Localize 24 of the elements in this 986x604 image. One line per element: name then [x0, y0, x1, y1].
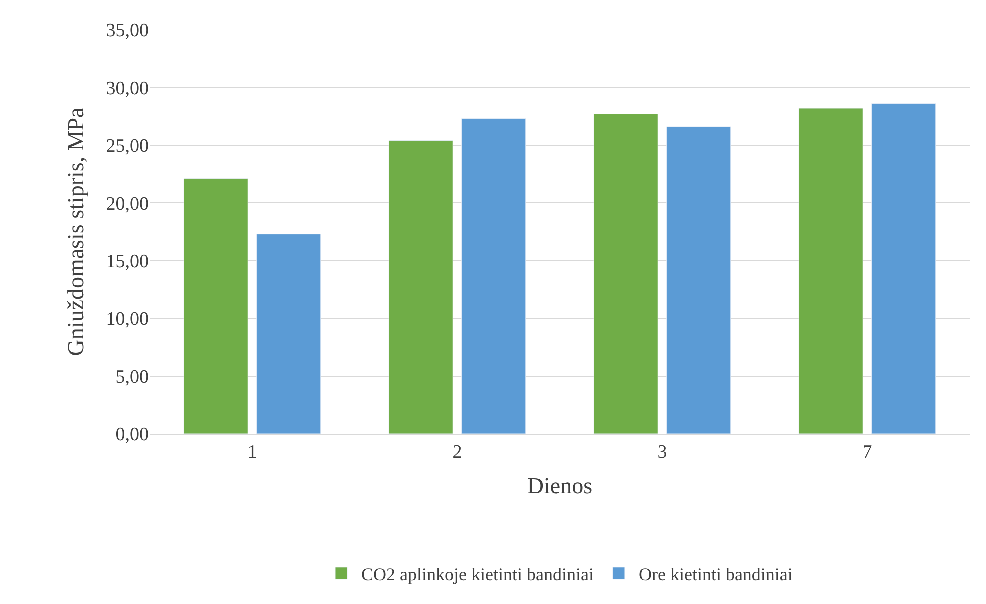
y-tick-label: 15,00 [106, 252, 149, 273]
y-tick-label: 25,00 [106, 136, 149, 158]
y-axis-title: Gniuždomasis stipris, MPa [64, 108, 89, 356]
bar [666, 126, 732, 434]
y-tick-label: 10,00 [106, 309, 149, 330]
bar [594, 114, 658, 434]
legend-label: CO2 aplinkoje kietinti bandiniai [362, 564, 594, 584]
y-tick-label: 35,00 [106, 20, 149, 42]
y-tick-label: 0,00 [116, 424, 149, 446]
x-tick-label: 3 [658, 442, 668, 463]
y-tick-label: 30,00 [106, 78, 149, 100]
y-tick-label: 5,00 [116, 366, 149, 388]
bar [798, 108, 864, 434]
x-tick-label: 2 [452, 442, 462, 463]
bar [256, 234, 322, 434]
y-tick-label: 20,00 [106, 194, 149, 215]
bar [872, 104, 936, 434]
x-axis-title: Dienos [527, 473, 593, 498]
bar [462, 118, 526, 434]
x-tick-label: 1 [248, 442, 258, 463]
legend-label: Ore kietinti bandiniai [638, 564, 793, 584]
bar [388, 140, 454, 434]
x-tick-label: 7 [862, 442, 872, 463]
bar [184, 178, 248, 434]
